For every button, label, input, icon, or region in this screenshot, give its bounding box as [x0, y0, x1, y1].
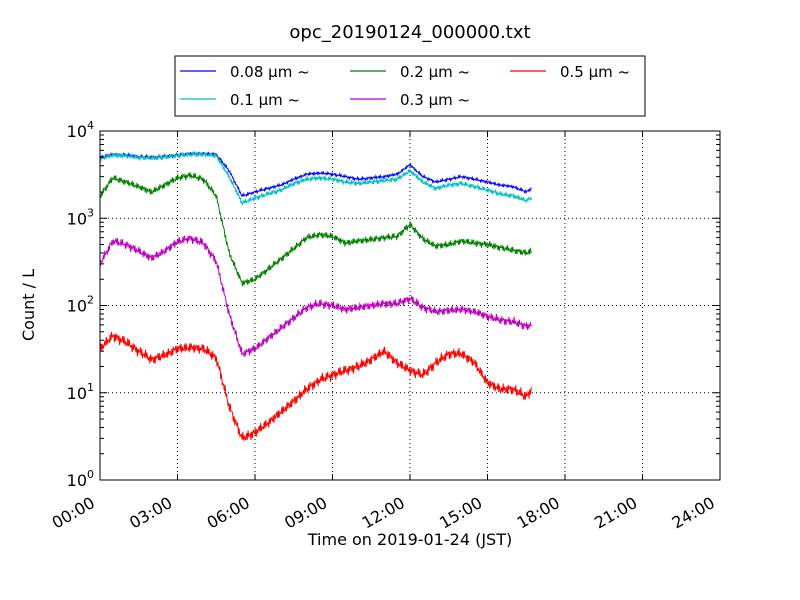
legend-label: 0.1 μm ~ — [230, 91, 300, 109]
series-line — [99, 150, 532, 198]
x-tick-label: 03:00 — [126, 493, 175, 533]
legend-box — [174, 55, 646, 117]
series-line — [99, 331, 532, 442]
legend-label: 0.3 μm ~ — [400, 91, 470, 109]
series-line — [99, 172, 532, 287]
x-axis-label: Time on 2019-01-24 (JST) — [307, 530, 512, 549]
y-tick-labels: 100 101 102 103 104 — [67, 119, 94, 490]
x-tick-labels: 00:00 03:00 06:00 09:00 12:00 15:00 18:00 21:00… — [49, 493, 718, 533]
y-tick-label: 101 — [67, 381, 94, 403]
legend: 0.08 μm ~ 0.1 μm ~ 0.2 μm ~ 0.3 μm ~ 0.5 μm … — [174, 55, 646, 117]
y-tick-label: 104 — [67, 119, 94, 141]
series-line — [99, 150, 532, 206]
x-tick-label: 00:00 — [49, 493, 98, 533]
y-tick-label: 100 — [67, 468, 94, 490]
x-tick-label: 06:00 — [204, 493, 253, 533]
series-line — [99, 235, 532, 357]
x-tick-label: 18:00 — [514, 493, 563, 533]
y-tick-label: 102 — [67, 294, 94, 316]
x-tick-label: 12:00 — [359, 493, 408, 533]
grid-lines — [100, 131, 720, 480]
legend-label: 0.2 μm ~ — [400, 63, 470, 81]
legend-label: 0.08 μm ~ — [230, 63, 310, 81]
x-tick-label: 24:00 — [669, 493, 718, 533]
legend-label: 0.5 μm ~ — [560, 63, 630, 81]
y-tick-label: 103 — [67, 206, 94, 228]
chart-title: opc_20190124_000000.txt — [289, 22, 530, 43]
x-tick-label: 09:00 — [281, 493, 330, 533]
axis-ticks — [99, 130, 721, 481]
x-tick-label: 15:00 — [436, 493, 485, 533]
x-tick-label: 21:00 — [591, 493, 640, 533]
y-axis-label: Count / L — [19, 269, 38, 341]
series-layer — [99, 150, 532, 442]
